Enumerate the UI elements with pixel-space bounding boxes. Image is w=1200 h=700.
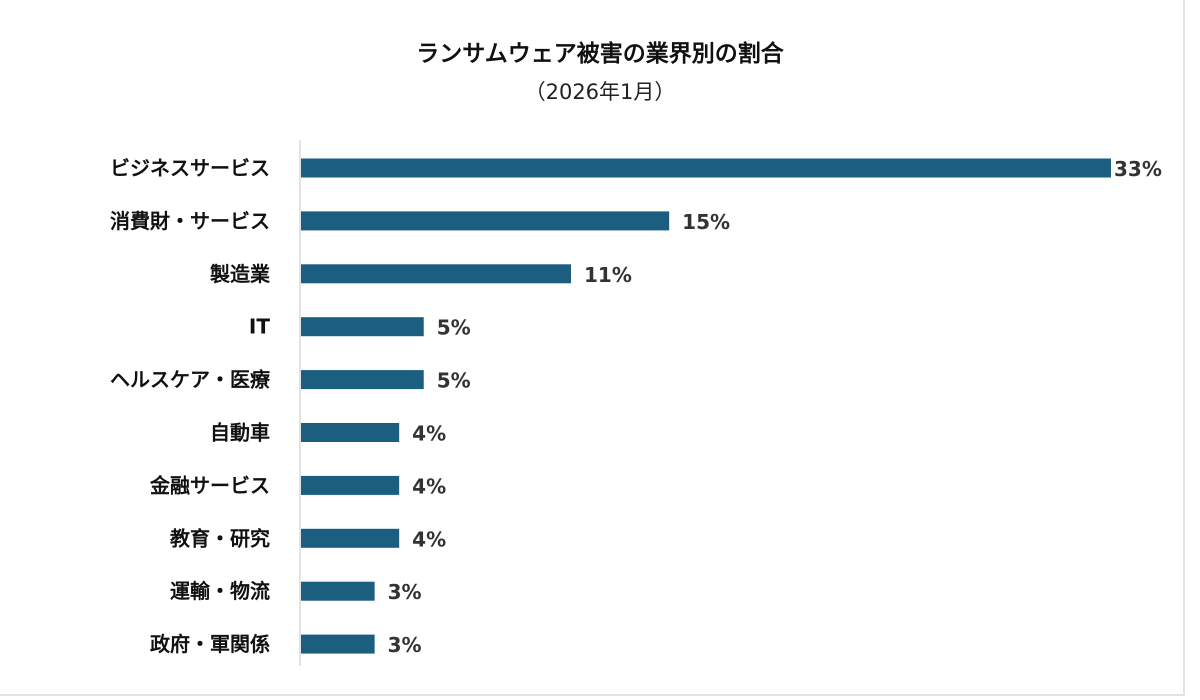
data-label: 15% bbox=[682, 210, 730, 234]
bar bbox=[301, 370, 424, 390]
category-label: IT bbox=[249, 315, 270, 339]
category-label: 製造業 bbox=[210, 262, 271, 286]
bar bbox=[301, 634, 375, 654]
bar bbox=[301, 264, 571, 284]
category-label: ビジネスサービス bbox=[110, 156, 270, 180]
data-label: 11% bbox=[584, 263, 632, 287]
bar bbox=[301, 158, 1111, 178]
bar bbox=[301, 423, 400, 442]
bar bbox=[301, 581, 375, 601]
chart-subtitle: （2026年1月） bbox=[524, 80, 676, 104]
category-label: ヘルスケア・医療 bbox=[110, 368, 270, 392]
category-label: 運輸・物流 bbox=[170, 579, 270, 603]
category-label: 消費財・サービス bbox=[110, 209, 270, 233]
data-label: 4% bbox=[412, 422, 446, 446]
category-label: 教育・研究 bbox=[170, 526, 270, 550]
data-label: 33% bbox=[1114, 157, 1162, 181]
bar bbox=[301, 211, 670, 231]
data-label: 3% bbox=[388, 580, 422, 604]
data-label: 4% bbox=[412, 474, 446, 498]
data-label: 5% bbox=[437, 369, 471, 393]
category-label: 政府・軍関係 bbox=[150, 632, 270, 656]
bar bbox=[301, 317, 424, 337]
chart-title: ランサムウェア被害の業界別の割合 bbox=[416, 41, 784, 67]
bar bbox=[301, 475, 400, 495]
data-label: 3% bbox=[388, 633, 422, 657]
category-label: 金融サービス bbox=[149, 473, 270, 497]
data-label: 5% bbox=[437, 316, 471, 340]
category-label: 自動車 bbox=[210, 421, 270, 445]
data-label: 4% bbox=[412, 527, 446, 551]
bar bbox=[301, 528, 400, 548]
